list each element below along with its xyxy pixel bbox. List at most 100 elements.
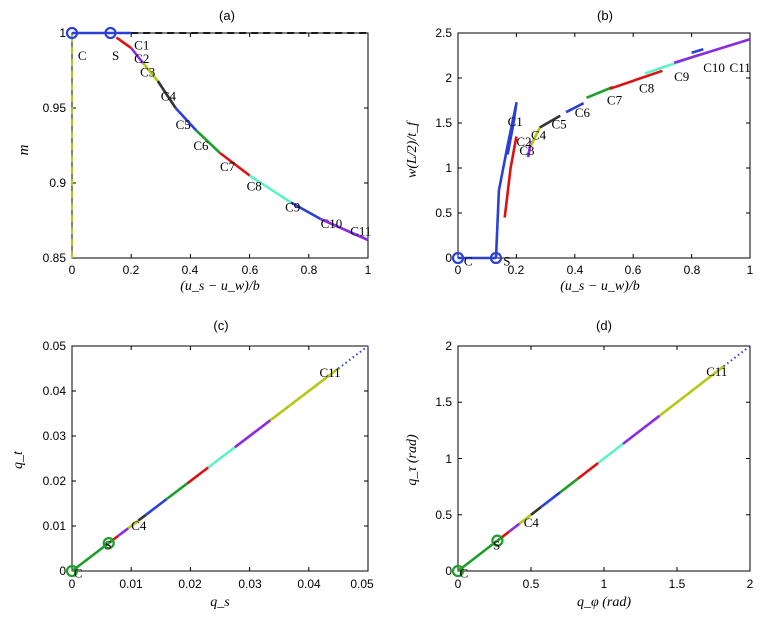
series-line-C-S	[71, 542, 110, 573]
annotation-C: C	[464, 254, 473, 269]
y-tick-label: 0.9	[49, 176, 66, 190]
annotation-C: C	[74, 566, 83, 581]
series-line-C3-C4	[518, 513, 532, 525]
series-line-C6-C7	[195, 129, 221, 154]
annotation-C1: C1	[134, 38, 149, 53]
panel-c-frame	[71, 345, 369, 572]
y-tick-label: 0	[445, 251, 452, 265]
annotation-C6: C6	[575, 105, 591, 120]
series-line-S-C1	[494, 101, 518, 259]
series-line-C2-C3	[508, 522, 521, 533]
y-tick-label: 2.5	[435, 26, 452, 40]
y-tick-label: 0.01	[43, 519, 67, 533]
annotation-C7: C7	[607, 92, 623, 107]
x-tick-label: 0.2	[508, 263, 525, 277]
x-tick-label: 1	[747, 263, 754, 277]
series-line-C4-C5	[137, 513, 147, 522]
series-line-C8-C9	[597, 442, 624, 465]
series-line-C3-C4	[127, 519, 140, 530]
annotation-C6: C6	[193, 138, 209, 153]
series-line-C5-C6	[145, 497, 168, 516]
series-line-C1-C2	[500, 530, 510, 539]
panel-d-xticks: 0 0.5 1 1.5 2	[455, 577, 754, 591]
panel-a-xlabel: (u_s − u_w)/b	[180, 279, 259, 294]
panel-c-title: (c)	[213, 318, 228, 333]
series-line-C9-C10	[234, 419, 272, 449]
panel-d-xlabel: q_φ (rad)	[577, 595, 631, 610]
series-line-C8-C9	[207, 446, 236, 469]
y-tick-label: 1	[59, 26, 66, 40]
annotation-C4: C4	[131, 518, 147, 533]
y-tick-label: 0.5	[435, 206, 452, 220]
panel-a-title: (a)	[219, 8, 235, 23]
x-tick-label: 0	[455, 263, 462, 277]
series-line-C10-C11	[269, 367, 340, 422]
panel-d-title: (d)	[596, 318, 612, 333]
series-line-C6-C7	[586, 85, 614, 100]
x-tick-label: 0.4	[567, 263, 584, 277]
panel-b-frame	[457, 32, 751, 259]
panel-a-yticks: 0.85 0.9 0.95 1	[43, 26, 67, 265]
point-marker-1	[102, 536, 115, 550]
x-tick-label: 0.05	[350, 577, 374, 591]
annotation-C8: C8	[247, 179, 262, 194]
series-line-C9-C10	[622, 414, 661, 445]
annotation-C1: C1	[508, 114, 523, 129]
y-tick-label: 0.05	[43, 339, 67, 353]
series-line-C5-C6	[174, 107, 198, 132]
x-tick-label: 0.04	[297, 577, 321, 591]
series-line-C3-C4	[141, 62, 159, 82]
panel-c-plot: C S C4 C11	[65, 345, 369, 581]
series-line-C2-C3	[117, 527, 129, 537]
annotation-S: S	[112, 48, 119, 63]
annotation-C11: C11	[319, 365, 340, 380]
series-line-C4-C5	[539, 114, 561, 129]
annotation-C9: C9	[674, 69, 689, 84]
annotation-C: C	[78, 48, 87, 63]
y-tick-label: 0	[59, 564, 66, 578]
point-marker-1	[491, 534, 504, 547]
annotation-C11: C11	[706, 364, 727, 379]
series-line-C7-C8	[576, 461, 599, 480]
series-line-extension	[723, 345, 751, 368]
annotation-C10: C10	[703, 60, 725, 75]
point-marker-1	[489, 251, 503, 265]
series-line-extension	[337, 345, 369, 370]
panel-d-yticks: 0 0.5 1 1.5 2	[435, 339, 452, 578]
series-line-C7-C8	[186, 466, 209, 485]
x-tick-label: 0.8	[684, 263, 701, 277]
series-line-C7-C8	[609, 69, 663, 91]
x-tick-label: 0.6	[242, 263, 259, 277]
y-tick-label: 0.95	[43, 101, 67, 115]
series-line-C1-C2	[115, 36, 132, 50]
series-line-C5-C6	[540, 491, 561, 508]
panel-a-ylabel: m	[16, 144, 32, 155]
series-line-C10-C11	[320, 217, 369, 242]
series-line-C3-C4	[529, 126, 541, 147]
annotation-C9: C9	[285, 200, 300, 215]
panel-b-title: (b)	[597, 8, 613, 23]
y-tick-label: 2	[445, 339, 452, 353]
annotation-C2: C2	[516, 134, 531, 149]
annotation-C4: C4	[531, 128, 547, 143]
annotation-C4: C4	[524, 515, 540, 530]
series-line-S-C1	[107, 539, 114, 545]
point-marker-0	[65, 26, 79, 40]
y-tick-label: 2	[445, 71, 452, 85]
x-tick-label: 2	[747, 577, 754, 591]
x-tick-label: 0	[69, 263, 76, 277]
panel-c: (c) C S C4 C11 0 0.01 0.02 0.03 0.04 0.05 0…	[11, 318, 374, 610]
annotation-C4: C4	[161, 89, 177, 104]
series-line-C2-C3	[130, 47, 145, 64]
panel-b-xlabel: (u_s − u_w)/b	[560, 279, 639, 294]
y-tick-label: 0.03	[43, 429, 67, 443]
x-tick-label: 0	[455, 577, 462, 591]
x-tick-label: 0.4	[182, 263, 199, 277]
x-tick-label: 0.01	[119, 577, 143, 591]
series-line-C10-C11	[658, 365, 725, 417]
point-marker-0	[65, 564, 79, 578]
x-tick-label: 0.2	[123, 263, 140, 277]
